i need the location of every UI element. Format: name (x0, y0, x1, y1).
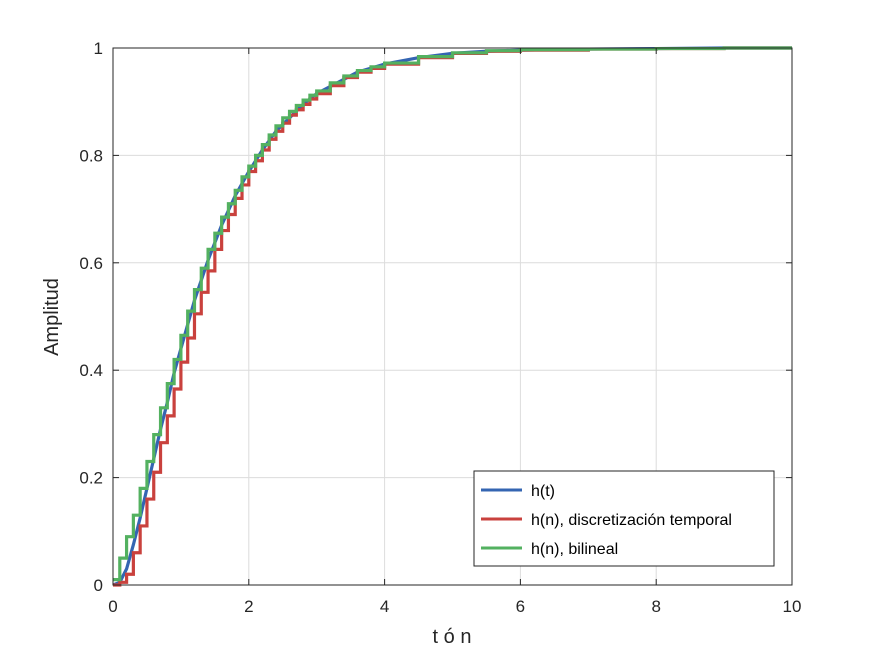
y-tick-label: 0.8 (79, 146, 103, 165)
y-tick-label: 0.4 (79, 361, 103, 380)
y-axis-label: Amplitud (41, 278, 63, 356)
x-axis-label: t ó n (433, 626, 472, 648)
y-tick-label: 0.6 (79, 254, 103, 273)
y-tick-label: 0.2 (79, 469, 103, 488)
x-tick-label: 0 (108, 597, 117, 616)
axis-ticks (112, 47, 793, 586)
x-tick-label: 4 (380, 597, 389, 616)
x-tick-label: 10 (783, 597, 802, 616)
plot-frame (112, 47, 793, 586)
tick-labels: 0 2 4 6 8 10 0 0.2 0.4 0.6 0.8 1 (79, 39, 801, 616)
legend-label-h-n-bilineal: h(n), bilineal (531, 541, 618, 558)
legend-box (473, 470, 775, 567)
series-lines (112, 46, 792, 587)
legend-label-h-n-discretizacion: h(n), discretización temporal (531, 512, 732, 529)
x-tick-label: 8 (651, 597, 660, 616)
y-tick-label: 1 (94, 39, 103, 58)
legend: h(t) h(n), discretización temporal h(n),… (473, 470, 775, 567)
legend-label-h-t: h(t) (531, 483, 555, 500)
x-tick-label: 2 (244, 597, 253, 616)
x-tick-label: 6 (516, 597, 525, 616)
y-tick-label: 0 (94, 576, 103, 595)
series-line-2 (113, 46, 792, 582)
